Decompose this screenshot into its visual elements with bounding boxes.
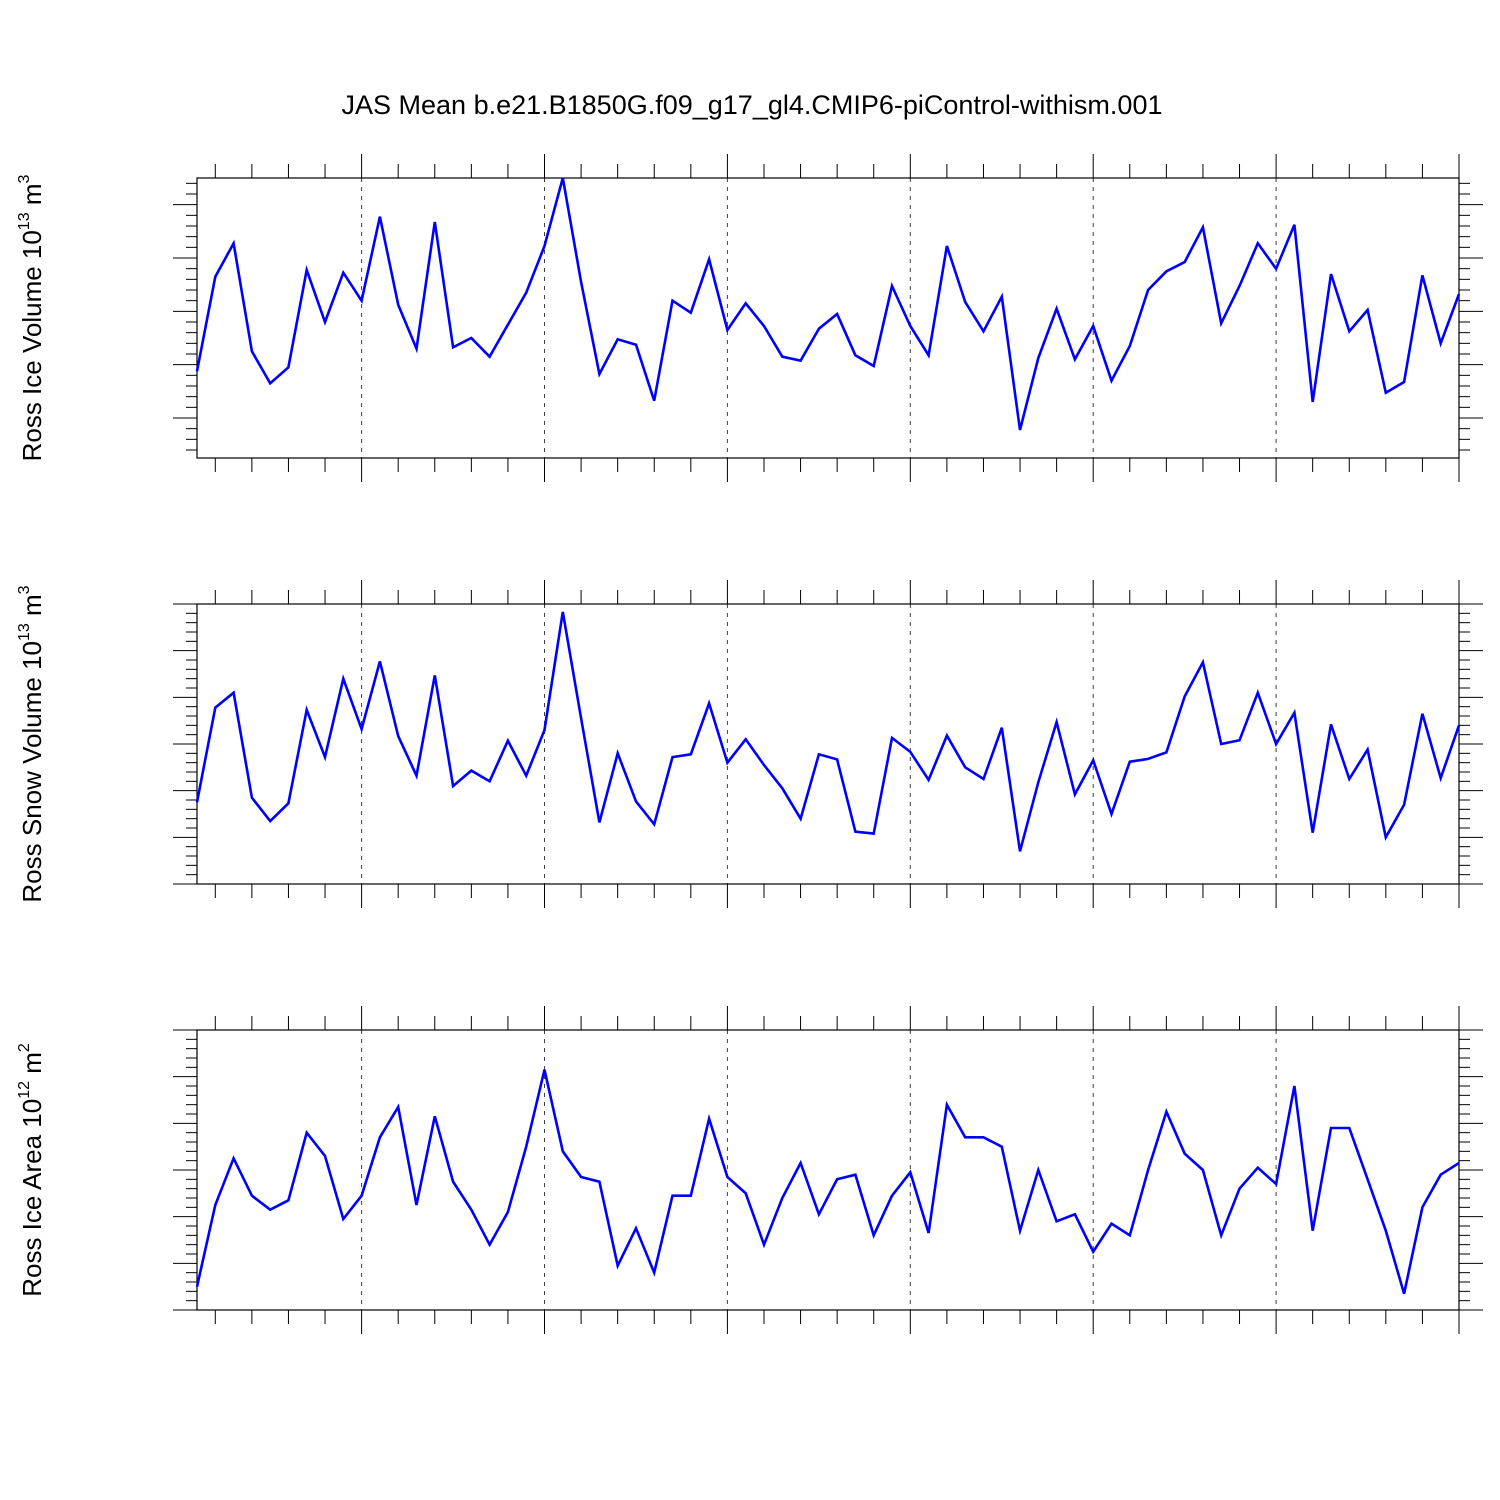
series-line	[195, 611, 1461, 852]
y-axis-label-ylabel-exp: 13	[16, 623, 33, 641]
y-axis-label-ylabel-exp: 12	[16, 1081, 33, 1099]
y-axis-label: Ross Snow Volume 1013 m3	[16, 585, 47, 902]
y-axis-label-ylabel-unit: m	[17, 183, 47, 212]
series-line	[195, 177, 1461, 431]
y-axis-label-ylabel-exp: 13	[16, 212, 33, 230]
y-axis-label-ylabel: Ross Ice Area 10	[17, 1099, 47, 1297]
y-axis-label-ylabel: Ross Ice Volume 10	[17, 230, 47, 461]
plot-frame	[196, 177, 1460, 459]
chart-title: JAS Mean b.e21.B1850G.f09_g17_gl4.CMIP6-…	[342, 90, 1163, 120]
plot-frame	[196, 1029, 1460, 1311]
series-line	[195, 1069, 1460, 1295]
y-axis-label: Ross Ice Area 1012 m2	[16, 1043, 47, 1297]
chart-panel-1: Ross Ice Volume 1013 m3	[16, 154, 1483, 482]
y-axis-label-ylabel: Ross Snow Volume 10	[17, 641, 47, 903]
y-axis-label: Ross Ice Volume 1013 m3	[16, 174, 47, 461]
y-axis-label-ylabel-unit-exp: 3	[16, 585, 33, 594]
chart-panel-3: Ross Ice Area 1012 m2	[16, 1006, 1483, 1334]
y-axis-label-ylabel-unit: m	[17, 1052, 47, 1081]
chart-panel-2: Ross Snow Volume 1013 m3	[16, 580, 1483, 908]
y-axis-label-ylabel-unit-exp: 3	[16, 174, 33, 183]
plot-frame	[196, 603, 1460, 885]
y-axis-label-ylabel-unit: m	[17, 594, 47, 623]
y-axis-label-ylabel-unit-exp: 2	[16, 1043, 33, 1052]
